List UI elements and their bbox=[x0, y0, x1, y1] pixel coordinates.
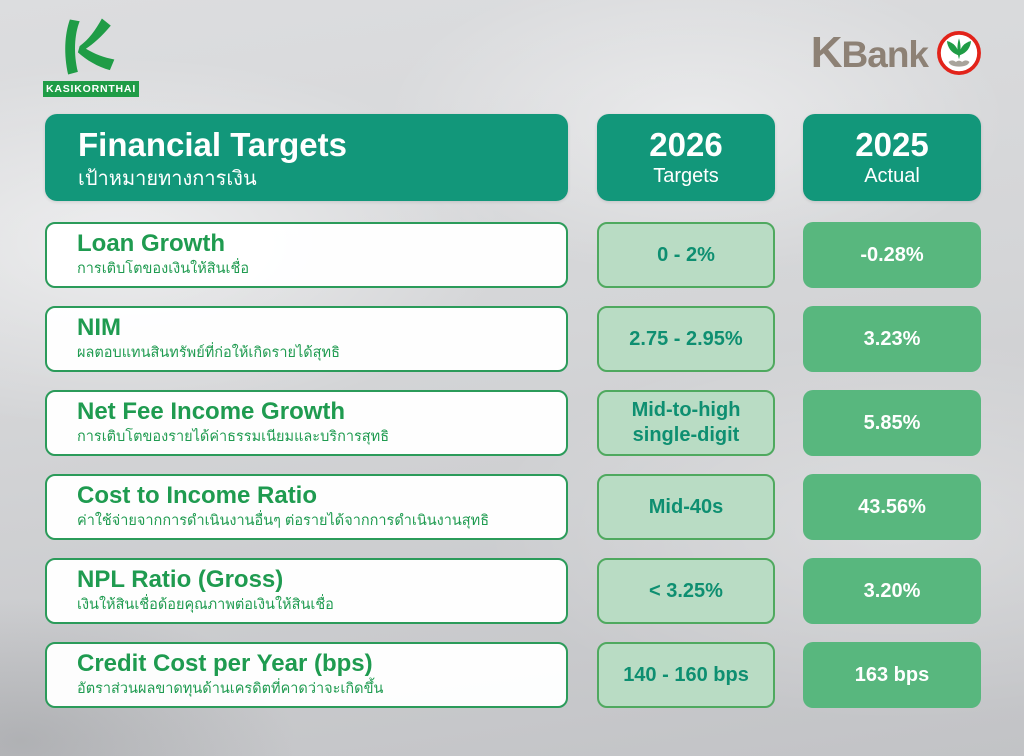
metric-name-en: Cost to Income Ratio bbox=[77, 482, 318, 510]
metric-actual-value: 43.56% bbox=[858, 495, 926, 518]
metric-target-box: Mid-to-high single-digit bbox=[597, 390, 775, 456]
metric-row: Cost to Income Ratio ค่าใช้จ่ายจากการดำเ… bbox=[45, 474, 981, 540]
kbank-logo: KBank bbox=[811, 30, 982, 76]
metric-label-box: Loan Growth การเติบโตของเงินให้สินเชื่อ bbox=[45, 222, 568, 288]
metric-label-box: NIM ผลตอบแทนสินทรัพย์ที่ก่อให้เกิดรายได้… bbox=[45, 306, 568, 372]
metric-target-box: 140 - 160 bps bbox=[597, 642, 775, 708]
metric-label-box: Cost to Income Ratio ค่าใช้จ่ายจากการดำเ… bbox=[45, 474, 568, 540]
metric-actual-value: 3.20% bbox=[863, 579, 921, 602]
metric-name-th: การเติบโตของรายได้ค่าธรรมเนียมและบริการส… bbox=[77, 428, 390, 445]
metric-name-en: Net Fee Income Growth bbox=[77, 398, 346, 426]
metric-row: NIM ผลตอบแทนสินทรัพย์ที่ก่อให้เกิดรายได้… bbox=[45, 306, 981, 372]
metric-name-en: Loan Growth bbox=[77, 230, 225, 258]
metric-name-th: เงินให้สินเชื่อด้อยคุณภาพต่อเงินให้สินเช… bbox=[77, 596, 334, 613]
header-column-2025-actual: 2025 Actual bbox=[803, 114, 981, 201]
metric-actual-value: 163 bps bbox=[854, 663, 930, 686]
header-2026-label: Targets bbox=[653, 165, 719, 188]
metric-name-en: NIM bbox=[77, 314, 121, 342]
metric-name-en: Credit Cost per Year (bps) bbox=[77, 650, 373, 678]
metric-target-value: 0 - 2% bbox=[657, 243, 715, 266]
metric-row: Credit Cost per Year (bps) อัตราส่วนผลขา… bbox=[45, 642, 981, 708]
metric-actual-box: 3.23% bbox=[803, 306, 981, 372]
header-2026-year: 2026 bbox=[649, 125, 723, 163]
metric-label-box: Net Fee Income Growth การเติบโตของรายได้… bbox=[45, 390, 568, 456]
metric-label-box: NPL Ratio (Gross) เงินให้สินเชื่อด้อยคุณ… bbox=[45, 558, 568, 624]
metric-actual-box: 163 bps bbox=[803, 642, 981, 708]
metric-row: NPL Ratio (Gross) เงินให้สินเชื่อด้อยคุณ… bbox=[45, 558, 981, 624]
metric-target-box: < 3.25% bbox=[597, 558, 775, 624]
metric-target-value: 140 - 160 bps bbox=[623, 663, 749, 686]
metric-target-box: Mid-40s bbox=[597, 474, 775, 540]
metrics-table: Loan Growth การเติบโตของเงินให้สินเชื่อ … bbox=[45, 222, 981, 708]
metric-actual-box: 43.56% bbox=[803, 474, 981, 540]
metric-actual-box: -0.28% bbox=[803, 222, 981, 288]
header-2025-year: 2025 bbox=[855, 125, 929, 163]
header-2025-label: Actual bbox=[864, 165, 920, 188]
kasikornthai-logo: KASIKORNTHAI bbox=[43, 16, 163, 97]
metric-actual-value: -0.28% bbox=[860, 243, 924, 266]
metric-actual-value: 3.23% bbox=[863, 327, 921, 350]
metric-target-box: 0 - 2% bbox=[597, 222, 775, 288]
metric-target-value: 2.75 - 2.95% bbox=[629, 327, 743, 350]
kasikorn-k-icon bbox=[65, 18, 115, 75]
metric-actual-value: 5.85% bbox=[863, 411, 921, 434]
header-financial-targets: Financial Targets เป้าหมายทางการเงิน bbox=[45, 114, 568, 201]
metric-name-th: อัตราส่วนผลขาดทุนด้านเครดิตที่คาดว่าจะเก… bbox=[77, 680, 384, 697]
kasikornthai-wordmark: KASIKORNTHAI bbox=[43, 81, 139, 97]
metric-target-box: 2.75 - 2.95% bbox=[597, 306, 775, 372]
header-column-2026-targets: 2026 Targets bbox=[597, 114, 775, 201]
metric-name-en: NPL Ratio (Gross) bbox=[77, 566, 284, 594]
kbank-wordmark: KBank bbox=[810, 28, 929, 77]
metric-row: Net Fee Income Growth การเติบโตของรายได้… bbox=[45, 390, 981, 456]
header-title-en: Financial Targets bbox=[78, 126, 347, 163]
metric-name-th: การเติบโตของเงินให้สินเชื่อ bbox=[77, 260, 250, 277]
kbank-sprout-icon bbox=[937, 31, 981, 75]
metric-row: Loan Growth การเติบโตของเงินให้สินเชื่อ … bbox=[45, 222, 981, 288]
header-title-th: เป้าหมายทางการเงิน bbox=[78, 168, 257, 191]
metric-target-value: Mid-40s bbox=[648, 495, 724, 518]
metric-actual-box: 3.20% bbox=[803, 558, 981, 624]
metric-name-th: ผลตอบแทนสินทรัพย์ที่ก่อให้เกิดรายได้สุทธ… bbox=[77, 344, 340, 361]
metric-actual-box: 5.85% bbox=[803, 390, 981, 456]
metric-target-value: Mid-to-high single-digit bbox=[631, 399, 741, 446]
metric-target-value: < 3.25% bbox=[649, 579, 723, 602]
metric-name-th: ค่าใช้จ่ายจากการดำเนินงานอื่นๆ ต่อรายได้… bbox=[77, 512, 490, 529]
metric-label-box: Credit Cost per Year (bps) อัตราส่วนผลขา… bbox=[45, 642, 568, 708]
